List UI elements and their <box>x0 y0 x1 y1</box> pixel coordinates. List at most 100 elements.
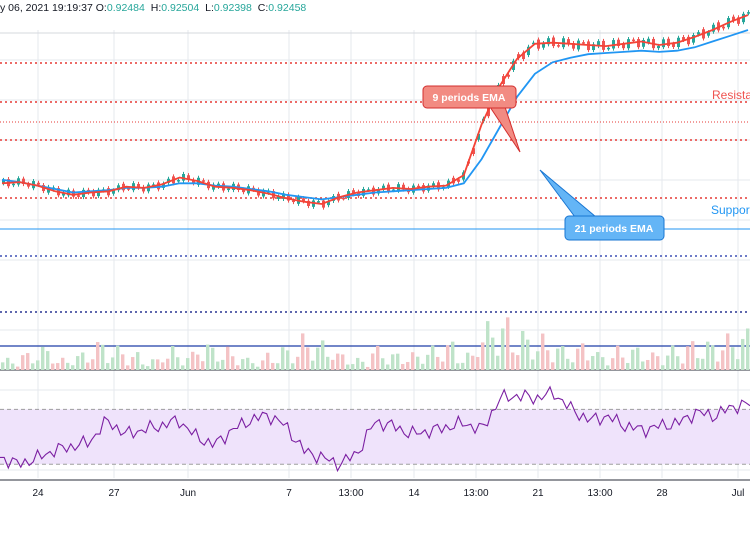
candle-body <box>427 185 430 191</box>
x-tick-label: 27 <box>108 488 120 499</box>
candle-body <box>417 185 420 188</box>
volume-bar <box>116 345 120 370</box>
volume-bar <box>691 341 695 370</box>
volume-bar <box>566 358 570 370</box>
x-tick-label: 14 <box>408 488 420 499</box>
x-tick-label: Jun <box>179 488 197 499</box>
volume-bar <box>431 345 435 370</box>
volume-bar <box>611 358 615 370</box>
ema-lines <box>1 14 749 205</box>
rsi-line <box>0 385 750 473</box>
volume-bar <box>161 362 165 370</box>
ohlc-header: y 06, 2021 19:19:37 O:0.92484 H:0.92504 … <box>0 2 309 14</box>
candle-body <box>647 38 650 43</box>
volume-bar <box>281 347 285 370</box>
candle-body <box>402 184 405 190</box>
volume-bar <box>356 357 360 370</box>
volume-bar <box>261 360 265 370</box>
candle-body <box>547 38 550 45</box>
volume-bar <box>191 351 195 370</box>
volume-bar <box>6 357 10 370</box>
candle-body <box>317 201 320 203</box>
x-tick-label: 21 <box>532 488 544 499</box>
volume-bar <box>601 357 605 370</box>
candle-body <box>177 180 180 182</box>
close-value: 0.92458 <box>268 2 307 14</box>
candle-body <box>92 190 95 197</box>
volume-bar <box>171 346 175 370</box>
volume-bar <box>331 359 335 370</box>
volume-bar <box>211 347 215 370</box>
volume-bar <box>291 363 295 370</box>
volume-bar <box>301 333 305 370</box>
volume-bar <box>351 364 355 370</box>
x-tick-label: 13:00 <box>338 488 364 499</box>
low-label: L: <box>205 2 214 14</box>
candle-body <box>722 26 725 29</box>
open-value: 0.92484 <box>106 2 145 14</box>
volume-bar <box>581 343 585 370</box>
candle-body <box>557 45 560 47</box>
volume-bar <box>216 361 220 370</box>
volume-bar <box>466 352 470 370</box>
volume-bar <box>476 357 480 370</box>
volume-bar <box>16 366 20 370</box>
volume-bar <box>416 356 420 370</box>
volume-bar <box>286 350 290 370</box>
candle-body <box>187 175 190 180</box>
candle-body <box>307 200 310 207</box>
volume-bar <box>746 328 750 370</box>
volume-bar <box>506 317 510 370</box>
candle-body <box>27 183 30 187</box>
candle-body <box>77 195 80 197</box>
resistance-label: Resista <box>712 88 750 102</box>
volume-bar <box>241 359 245 370</box>
candle-body <box>352 190 355 195</box>
candle-body <box>657 45 660 49</box>
volume-bar <box>376 345 380 370</box>
x-tick-label: 28 <box>656 488 668 499</box>
volume-bar <box>626 363 630 370</box>
volume-bar <box>271 362 275 370</box>
candle-body <box>242 189 245 193</box>
volume-bar <box>106 363 110 370</box>
volume-bar <box>386 364 390 370</box>
candle-body <box>2 180 5 184</box>
candle-body <box>667 38 670 47</box>
volume-bar <box>711 345 715 370</box>
candle-body <box>597 41 600 47</box>
rsi-band <box>0 409 750 465</box>
volume-bar <box>221 359 225 370</box>
volume-bars <box>1 317 750 370</box>
candle-body <box>567 39 570 45</box>
candle-body <box>202 180 205 182</box>
volume-bar <box>436 356 440 370</box>
volume-bar <box>621 357 625 370</box>
candle-body <box>542 43 545 48</box>
ema9-line <box>1 14 749 205</box>
volume-bar <box>401 363 405 370</box>
volume-bar <box>186 358 190 370</box>
candle-body <box>167 178 170 183</box>
x-tick-label: Jul <box>731 488 745 499</box>
candle-body <box>617 39 620 47</box>
candle-body <box>117 185 120 191</box>
candle-body <box>127 188 130 190</box>
volume-bar <box>66 362 70 370</box>
volume-bar <box>21 355 25 370</box>
candle-body <box>287 194 290 201</box>
candle-body <box>192 179 195 184</box>
volume-bar <box>726 333 730 370</box>
candle-body <box>277 196 280 199</box>
x-tick-label: 24 <box>32 488 44 499</box>
candle-body <box>292 200 295 203</box>
x-tick-label: 7 <box>286 488 292 499</box>
support-label: Suppor <box>711 203 750 217</box>
candle-body <box>662 39 665 48</box>
candle-body <box>697 32 700 35</box>
volume-bar <box>36 360 40 370</box>
volume-bar <box>706 341 710 370</box>
header-date: y 06, 2021 19:19:37 <box>0 2 93 14</box>
volume-bar <box>451 341 455 370</box>
ema9-callout-label: 9 periods EMA <box>433 92 506 104</box>
